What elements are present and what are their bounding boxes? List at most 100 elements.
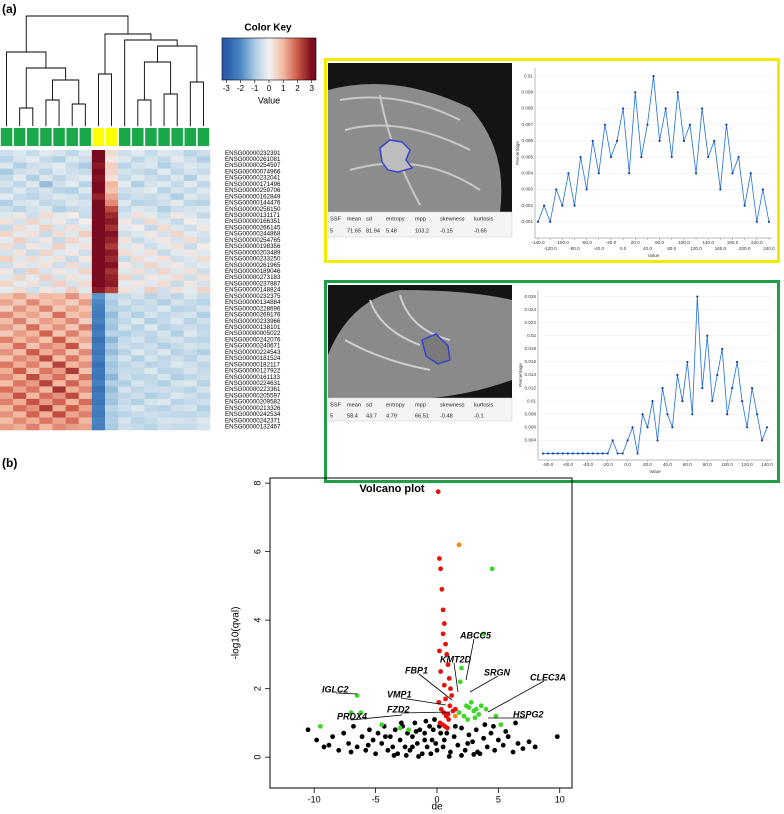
heatmap-cell: [118, 212, 132, 219]
point: [391, 753, 397, 758]
point: [459, 665, 464, 671]
heatmap-cell: [131, 423, 145, 431]
key-tick-label: -1: [251, 84, 259, 93]
x-tick-label: -20.0: [606, 240, 617, 245]
heatmap-cell: [52, 249, 66, 257]
heatmap-cell: [0, 318, 14, 325]
heatmap-cell: [39, 181, 53, 188]
heatmap-cell: [0, 374, 14, 381]
heatmap-cell: [105, 411, 119, 418]
heatmap-cell: [118, 398, 132, 406]
heatmap-cell: [144, 168, 158, 176]
row-label: ENSG00000242076: [225, 336, 281, 343]
heatmap-cell: [183, 380, 198, 387]
heatmap-cell: [52, 374, 66, 381]
heatmap-cell: [52, 199, 66, 207]
heatmap-cell: [26, 367, 40, 375]
heatmap-cell: [170, 349, 185, 356]
heatmap-cell: [91, 398, 106, 406]
heatmap-cell: [144, 255, 158, 263]
heatmap-cell: [196, 318, 211, 325]
heatmap-cell: [118, 174, 132, 182]
heatmap-cell: [157, 255, 171, 263]
heatmap-cell: [196, 237, 211, 244]
heatmap-cell: [39, 274, 53, 281]
point: [566, 452, 569, 455]
point: [382, 734, 388, 740]
point: [341, 730, 347, 736]
heatmap-cell: [170, 193, 185, 201]
heatmap-cell: [78, 367, 93, 375]
heatmap-cell: [105, 305, 119, 313]
heatmap-cell: [105, 330, 119, 337]
heatmap-cell: [26, 168, 40, 176]
row-label: ENSG00000181524: [225, 355, 281, 362]
heatmap-cell: [39, 349, 53, 356]
heatmap-cell: [13, 386, 27, 393]
roi-outline: [379, 139, 414, 173]
point: [403, 753, 409, 758]
heatmap-cell: [157, 324, 171, 331]
heatmap-cell: [65, 255, 80, 263]
heatmap-cell: [105, 286, 119, 294]
heatmap-cell: [13, 199, 27, 207]
heatmap-cell: [144, 230, 158, 238]
point: [526, 739, 532, 745]
heatmap-cell: [78, 423, 93, 431]
point: [471, 708, 477, 714]
point: [721, 347, 724, 350]
heatmap-cell: [52, 156, 66, 163]
heatmap-cell: [170, 181, 185, 188]
point: [438, 566, 444, 572]
y-tick-label: 0: [252, 755, 262, 760]
heatmap-cell: [65, 293, 80, 300]
point: [503, 729, 509, 734]
heatmap-cell: [170, 405, 185, 412]
heatmap-cell: [0, 274, 14, 281]
heatmap-cell: [183, 193, 198, 201]
heatmap-cell: [157, 336, 171, 344]
heatmap-cell: [105, 318, 119, 325]
heatmap-cell: [13, 423, 27, 431]
point: [414, 741, 420, 746]
heatmap-cell: [170, 355, 185, 362]
x-tick-label: -5: [372, 794, 380, 804]
heatmap-cell: [0, 299, 14, 306]
table-cell: 58.4: [347, 413, 358, 419]
heatmap-cell: [13, 405, 27, 412]
dendrogram: [6, 15, 204, 126]
annotation-arrow: [335, 692, 358, 695]
heatmap-cell: [91, 417, 106, 425]
heatmap-cell: [196, 405, 211, 412]
x-tick-label: 0.0: [624, 462, 631, 467]
heatmap-cell: [131, 237, 145, 244]
point: [397, 737, 403, 743]
heatmap-cell: [39, 330, 53, 337]
heatmap-cell: [39, 367, 53, 375]
heatmap-cell: [157, 417, 171, 425]
heatmap-cell: [52, 206, 66, 213]
heatmap-cell: [91, 361, 106, 369]
heatmap-cell: [0, 361, 14, 369]
roi-outline: [421, 333, 451, 365]
heatmap-cell: [52, 293, 66, 300]
row-label: ENSG00000237887: [225, 280, 281, 287]
x-tick-label: -60.0: [581, 240, 592, 245]
heatmap-cell: [183, 336, 198, 344]
point: [483, 706, 489, 712]
heatmap-cell: [118, 262, 132, 269]
heatmap-cell: [26, 293, 40, 300]
point: [671, 426, 674, 429]
y-tick-label: 0.024: [525, 307, 537, 312]
point: [348, 749, 354, 755]
point: [330, 734, 336, 740]
heatmap-cell: [26, 405, 40, 412]
heatmap-cell: [118, 336, 132, 344]
heatmap-cell: [144, 187, 158, 194]
heatmap-cell: [39, 206, 53, 213]
heatmap-cell: [65, 230, 80, 238]
heatmap-cell: [183, 199, 198, 207]
table-cell: 5: [330, 228, 333, 234]
heatmap-cell: [118, 299, 132, 306]
point: [520, 746, 526, 752]
